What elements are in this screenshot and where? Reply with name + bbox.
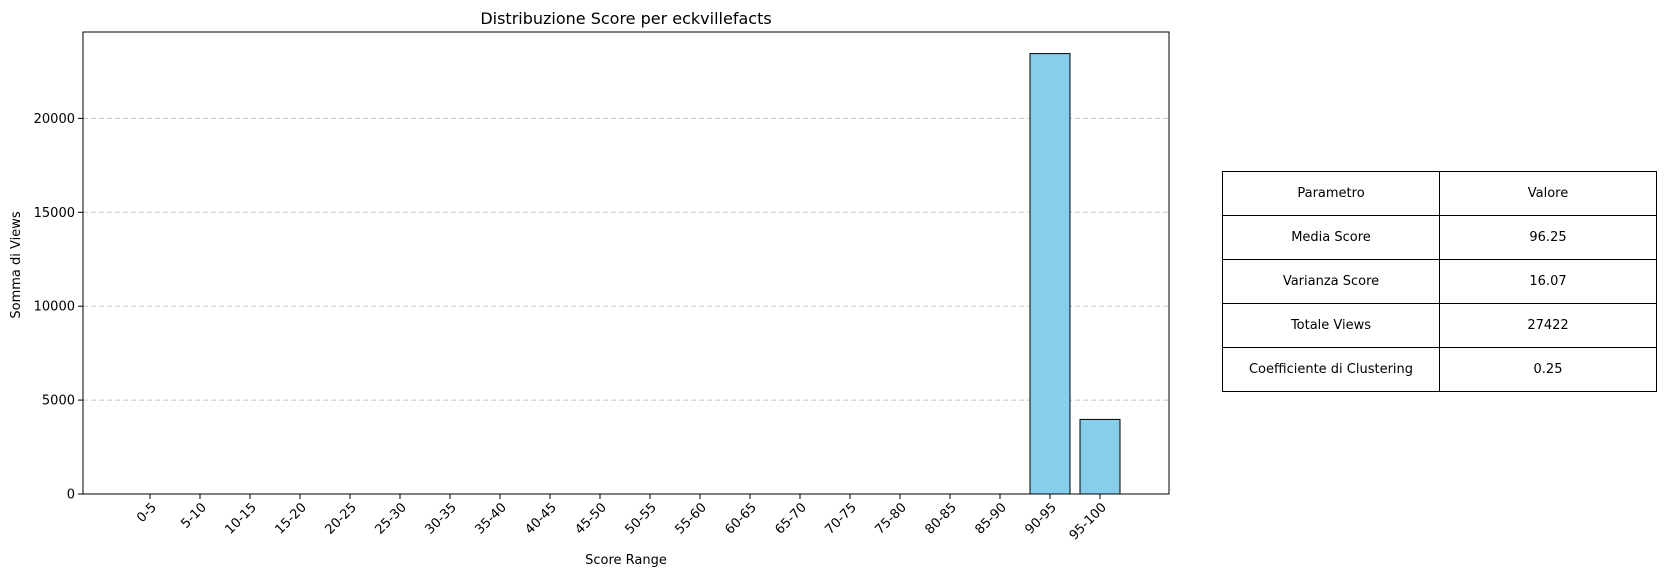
y-axis: 0 5000 10000 15000 20000	[34, 112, 83, 503]
plot-frame	[82, 31, 1170, 495]
y-axis-label: Somma di Views	[9, 211, 24, 318]
x-tick-label: 90-95	[1023, 500, 1060, 537]
table-row: Media Score 96.25	[1222, 215, 1657, 260]
table-cell-valore: 27422	[1439, 303, 1657, 348]
x-tick-label: 85-90	[973, 500, 1010, 537]
table-cell-parametro: Totale Views	[1222, 303, 1440, 348]
bars	[1029, 53, 1121, 495]
table-cell-parametro: Coefficiente di Clustering	[1222, 347, 1440, 392]
x-tick-label: 35-40	[473, 500, 510, 537]
y-tick-label: 10000	[34, 300, 75, 315]
gridlines	[83, 117, 1169, 401]
x-tick-label: 30-35	[423, 500, 460, 537]
x-tick-label: 60-65	[723, 500, 760, 537]
x-tick-label: 25-30	[373, 500, 410, 537]
table-row: Varianza Score 16.07	[1222, 259, 1657, 304]
x-tick-label: 45-50	[573, 500, 610, 537]
stats-table: Parametro Valore Media Score 96.25 Varia…	[1222, 171, 1657, 392]
x-tick-label: 10-15	[223, 500, 260, 537]
table-row: Coefficiente di Clustering 0.25	[1222, 347, 1657, 392]
x-tick-label: 15-20	[273, 500, 310, 537]
x-tick-label: 5-10	[178, 500, 209, 531]
bar-95-100	[1079, 418, 1121, 495]
x-tick-label: 50-55	[623, 500, 660, 537]
x-axis-label: Score Range	[585, 553, 667, 568]
y-tick-label: 0	[67, 488, 75, 503]
x-tick-label: 40-45	[523, 500, 560, 537]
table-header-row: Parametro Valore	[1222, 171, 1657, 216]
x-tick-label: 55-60	[673, 500, 710, 537]
table-cell-valore: 0.25	[1439, 347, 1657, 392]
x-tick-label: 0-5	[134, 500, 160, 526]
table-header-parametro: Parametro	[1222, 171, 1440, 216]
y-tick-label: 15000	[34, 206, 75, 221]
table-cell-valore: 96.25	[1439, 215, 1657, 260]
x-tick-label: 20-25	[323, 500, 360, 537]
table-cell-parametro: Media Score	[1222, 215, 1440, 260]
table-row: Totale Views 27422	[1222, 303, 1657, 348]
x-tick-label: 80-85	[923, 500, 960, 537]
y-tick-label: 20000	[34, 112, 75, 127]
x-axis: 0-5 5-10 10-15 15-20 20-25 25-30 30-35 35-40 40-…	[134, 494, 1110, 543]
x-tick-label: 70-75	[823, 500, 860, 537]
table-cell-parametro: Varianza Score	[1222, 259, 1440, 304]
table-cell-valore: 16.07	[1439, 259, 1657, 304]
x-tick-label: 65-70	[773, 500, 810, 537]
y-tick-label: 5000	[42, 394, 75, 409]
bar-90-95	[1029, 53, 1071, 495]
table-header-valore: Valore	[1439, 171, 1657, 216]
chart-title: Distribuzione Score per eckvillefacts	[480, 9, 771, 28]
x-tick-label: 75-80	[873, 500, 910, 537]
x-tick-label: 95-100	[1067, 500, 1110, 543]
